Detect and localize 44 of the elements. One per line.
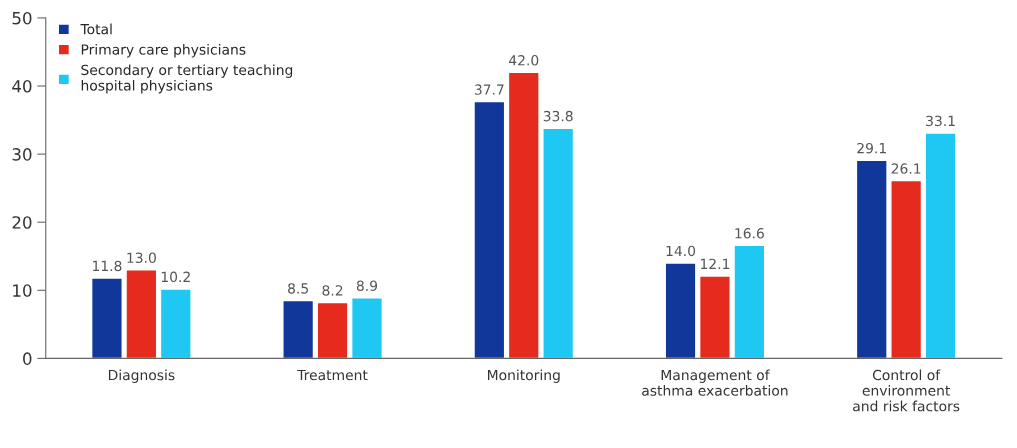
data-label: 33.1 — [926, 115, 955, 127]
data-label: 13.0 — [127, 252, 156, 264]
x-tick-label: Diagnosis — [108, 369, 175, 383]
data-label: 33.8 — [543, 110, 573, 122]
x-tick-label: Monitoring — [487, 369, 560, 383]
data-label: 14.0 — [666, 245, 696, 257]
data-label: 16.6 — [735, 228, 764, 239]
data-label: 8.2 — [322, 285, 343, 296]
data-label: 37.7 — [474, 84, 504, 95]
bar — [473, 100, 506, 359]
legend-label: Primary care physicians — [81, 44, 246, 58]
bar — [507, 71, 540, 359]
y-tick-label: 40 — [12, 79, 32, 93]
bar — [733, 244, 766, 359]
data-label: 42.0 — [508, 55, 539, 66]
bar — [698, 275, 731, 359]
bar — [924, 132, 957, 359]
y-tick-label: 50 — [12, 11, 32, 25]
y-tick-label: 10 — [13, 284, 32, 297]
x-tick-label: Treatment — [297, 369, 368, 381]
data-label: 11.8 — [93, 260, 122, 272]
legend-label: Total — [80, 23, 112, 35]
y-tick-label: 0 — [23, 352, 32, 365]
data-label: 12.1 — [701, 258, 730, 269]
bar — [542, 127, 575, 359]
bar — [282, 299, 315, 359]
bar — [125, 269, 158, 359]
bar — [316, 301, 349, 359]
bar — [159, 288, 192, 359]
y-tick-label: 30 — [12, 148, 32, 161]
data-label: 26.1 — [891, 163, 921, 174]
data-label: 8.5 — [288, 283, 308, 294]
data-label: 8.9 — [356, 280, 378, 291]
x-tick-label: Management of asthma exacerbation — [642, 369, 788, 396]
bar — [664, 262, 697, 359]
bar — [350, 297, 383, 359]
data-label: 10.2 — [161, 271, 190, 283]
data-label: 29.1 — [857, 142, 886, 154]
bar — [90, 277, 123, 359]
bar — [890, 179, 923, 359]
legend-label: Secondary or tertiary teaching hospital physicians — [81, 64, 293, 94]
bar — [855, 159, 888, 359]
y-tick-label: 20 — [12, 216, 32, 229]
x-tick-label: Control of environment and risk factors — [853, 369, 960, 412]
